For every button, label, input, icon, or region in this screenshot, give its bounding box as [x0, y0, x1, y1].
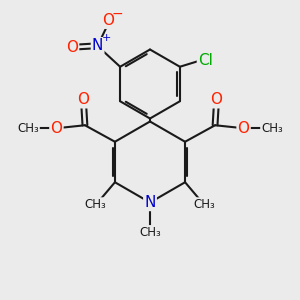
Text: O: O: [66, 40, 78, 55]
Text: CH₃: CH₃: [85, 198, 106, 211]
Text: O: O: [50, 121, 62, 136]
Text: CH₃: CH₃: [139, 226, 161, 239]
Text: O: O: [77, 92, 89, 107]
Text: Cl: Cl: [198, 53, 213, 68]
Text: O: O: [102, 13, 114, 28]
Text: CH₃: CH₃: [261, 122, 283, 135]
Text: +: +: [101, 33, 111, 43]
Text: N: N: [92, 38, 103, 53]
Text: O: O: [211, 92, 223, 107]
Text: −: −: [111, 7, 123, 21]
Text: O: O: [238, 121, 250, 136]
Text: N: N: [144, 195, 156, 210]
Text: CH₃: CH₃: [194, 198, 215, 211]
Text: CH₃: CH₃: [17, 122, 39, 135]
